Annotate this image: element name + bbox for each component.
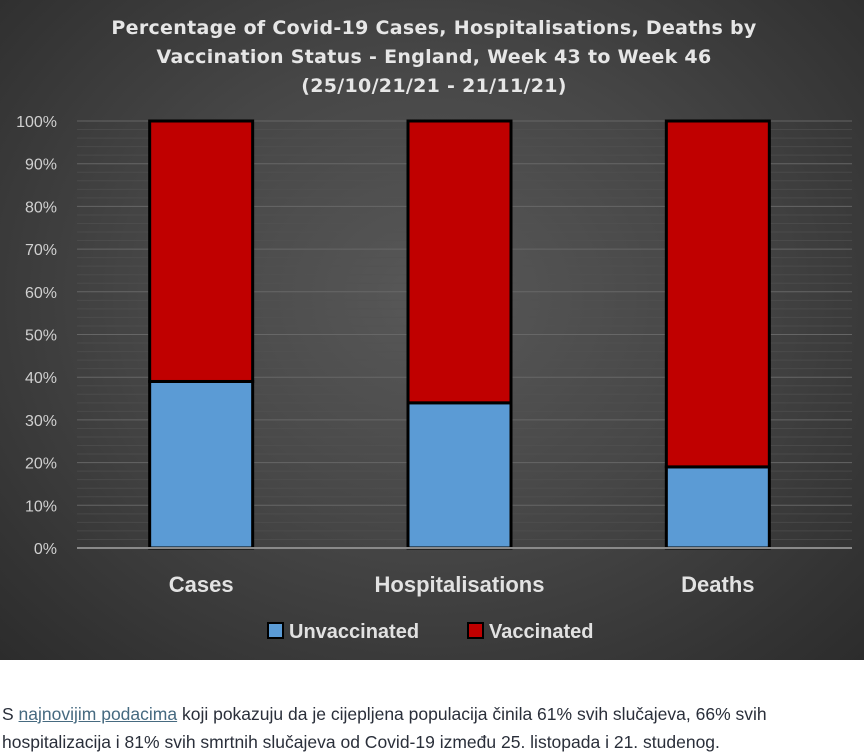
x-category-label: Deaths	[681, 572, 754, 597]
latest-data-link[interactable]: najnovijim podacima	[18, 704, 178, 724]
bar-vaccinated-cases	[148, 119, 255, 383]
x-axis-categories: Cases Hospitalisations Deaths	[169, 572, 755, 597]
y-tick-label: 30%	[25, 413, 57, 430]
y-tick-label: 80%	[25, 199, 57, 216]
legend-label-unvaccinated: Unvaccinated	[289, 621, 419, 643]
y-tick-label: 100%	[16, 114, 57, 131]
caption-text: koji pokazuju da je cijepljena populacij…	[2, 704, 767, 752]
article-paragraph: S najnovijim podacima koji pokazuju da j…	[2, 700, 862, 756]
chart-title-line-3: (25/10/21/21 - 21/11/21)	[301, 75, 566, 97]
y-tick-label: 40%	[25, 370, 57, 387]
y-tick-label: 90%	[25, 157, 57, 174]
x-category-label: Hospitalisations	[375, 572, 545, 597]
bar-vaccinated-hospitalisations	[406, 119, 513, 405]
x-category-label: Cases	[169, 572, 234, 597]
bar-unvaccinated-hospitalisations	[406, 401, 513, 550]
bar-unvaccinated-deaths	[664, 465, 771, 550]
y-tick-label: 60%	[25, 285, 57, 302]
chart-title-line-1: Percentage of Covid-19 Cases, Hospitalis…	[111, 17, 756, 39]
y-axis-ticks: 0% 10% 20% 30% 40% 50% 60% 70% 80% 90% 100%	[16, 114, 57, 558]
chart-svg: Percentage of Covid-19 Cases, Hospitalis…	[16, 17, 852, 643]
y-tick-label: 10%	[25, 498, 57, 515]
y-tick-label: 20%	[25, 456, 57, 473]
legend-label-vaccinated: Vaccinated	[489, 621, 594, 643]
chart: Percentage of Covid-19 Cases, Hospitalis…	[0, 0, 864, 660]
legend: Unvaccinated Vaccinated	[267, 621, 594, 643]
legend-swatch-vaccinated	[467, 622, 484, 639]
y-tick-label: 0%	[34, 541, 57, 558]
bar-unvaccinated-cases	[148, 379, 255, 550]
bar-vaccinated-deaths	[664, 119, 771, 469]
caption-prefix: S	[2, 704, 19, 724]
legend-swatch-unvaccinated	[267, 622, 284, 639]
y-tick-label: 70%	[25, 242, 57, 259]
bars	[148, 119, 771, 550]
chart-title-line-2: Vaccination Status - England, Week 43 to…	[157, 46, 712, 68]
y-tick-label: 50%	[25, 328, 57, 345]
